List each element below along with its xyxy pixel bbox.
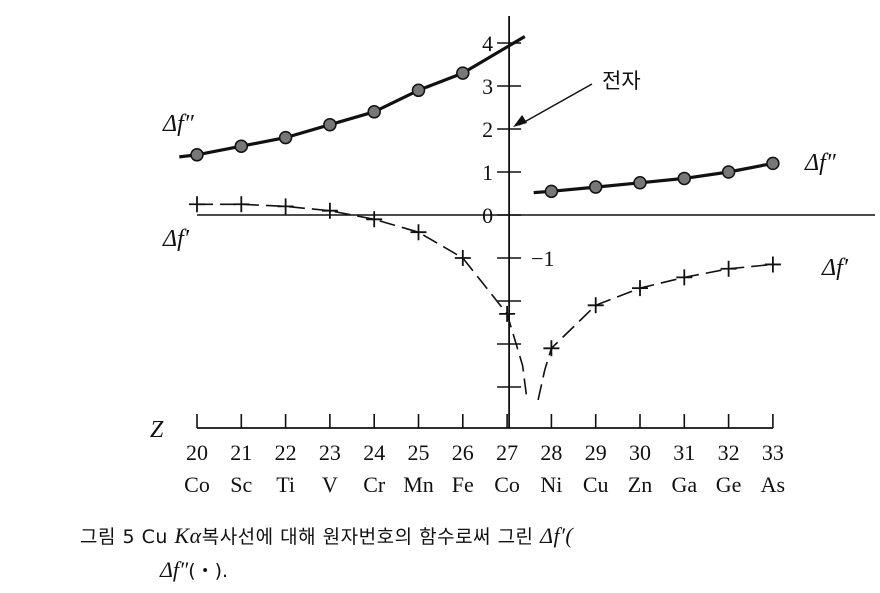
f-double-prime-curve-right (533, 161, 774, 195)
x-tick-label: 33 (762, 440, 784, 465)
figure-caption-line2: Δf″(・). (160, 556, 228, 583)
f-prime-point (189, 196, 205, 213)
f-double-prime-point (633, 176, 647, 190)
f-double-prime-label-left: Δf″ (162, 111, 195, 137)
y-tick-label: 1 (482, 160, 493, 185)
element-label: Zn (628, 472, 652, 497)
x-tick-label: 26 (452, 440, 474, 465)
x-tick-label: 21 (230, 440, 252, 465)
element-label: Cu (583, 472, 609, 497)
f-double-prime-point (544, 184, 559, 199)
y-tick-label: 0 (482, 203, 493, 228)
x-axis-label: Z (150, 417, 164, 443)
x-tick-label: 23 (319, 440, 341, 465)
element-label: Co (184, 472, 210, 497)
f-double-prime-point (721, 165, 736, 179)
f-double-prime-point (677, 171, 692, 186)
element-label: Fe (452, 472, 474, 497)
x-tick-label: 20 (186, 440, 208, 465)
caption-k-alpha: Kα (174, 523, 202, 548)
caption-delta-fdoubleprime: Δf″ (160, 557, 189, 582)
f-prime-curve-right (537, 263, 773, 401)
f-prime-point (454, 250, 471, 266)
f-double-prime-label-right: Δf″ (804, 150, 837, 176)
figure-caption: 그림 5 Cu Kα복사선에 대해 원자번호의 함수로써 그린 Δf′( (80, 522, 573, 549)
f-prime-point (676, 269, 693, 286)
x-tick-label: 24 (363, 440, 385, 465)
x-tick-label: 22 (275, 440, 297, 465)
x-tick-label: 32 (718, 440, 740, 465)
f-double-prime-point (234, 139, 249, 153)
f-double-prime-point (588, 180, 603, 194)
labels: 43210−120Co21Sc22Ti23V24Cr25Mn26Fe27Co28… (150, 31, 849, 497)
f-prime-point (410, 224, 427, 241)
f-double-prime-point (367, 105, 381, 119)
caption-text: 복사선에 대해 원자번호의 함수로써 그린 (201, 526, 541, 548)
marks (189, 66, 781, 357)
element-label: V (322, 472, 338, 497)
f-prime-point (632, 280, 648, 297)
f-prime-point (233, 196, 250, 213)
y-tick-label: 4 (482, 31, 493, 56)
y-tick-label: 3 (482, 74, 493, 99)
caption-delta-fprime: Δf′( (540, 523, 574, 548)
element-label: Ti (276, 472, 295, 497)
x-tick-label: 27 (496, 440, 518, 465)
annotation-arrow-line (518, 83, 593, 126)
f-double-prime-point (323, 117, 337, 132)
axes (196, 16, 875, 429)
x-tick-label: 28 (540, 440, 562, 465)
f-double-prime-point (456, 66, 470, 80)
annotation-text: 전자 (602, 69, 641, 93)
chart-figure: 43210−120Co21Sc22Ti23V24Cr25Mn26Fe27Co28… (150, 16, 875, 497)
f-prime-point (543, 340, 560, 357)
element-label: Sc (230, 472, 252, 497)
element-label: Cr (363, 472, 386, 497)
y-tick-label: 2 (482, 117, 493, 142)
element-label: Mn (403, 472, 434, 497)
y-tick-label: −1 (531, 246, 554, 271)
f-double-prime-point (278, 130, 293, 145)
x-tick-label: 25 (408, 440, 430, 465)
element-label: Ga (671, 472, 697, 497)
x-tick-label: 31 (673, 440, 695, 465)
element-label: As (761, 472, 785, 497)
caption-suffix: (・). (188, 560, 229, 582)
x-tick-label: 30 (629, 440, 651, 465)
f-prime-point (277, 198, 294, 215)
f-prime-point (587, 297, 604, 314)
f-double-prime-curve-left (179, 35, 526, 159)
element-label: Ge (716, 472, 742, 497)
element-label: Ni (540, 472, 562, 497)
annotation-arrow-head (513, 115, 528, 127)
f-prime-point (720, 260, 737, 277)
f-double-prime-point (190, 148, 204, 162)
f-prime-label-left: Δf′ (162, 226, 190, 252)
f-prime-curve-left (197, 203, 528, 401)
f-prime-label-right: Δf′ (821, 255, 849, 281)
caption-prefix: 그림 5 Cu (80, 526, 175, 548)
x-tick-label: 29 (585, 440, 607, 465)
f-double-prime-point (766, 156, 780, 171)
curves (179, 35, 774, 401)
f-prime-point (321, 202, 338, 219)
f-prime-point (366, 211, 383, 228)
f-prime-point (764, 256, 781, 273)
f-double-prime-point (411, 83, 426, 98)
f-prime-point (499, 305, 516, 322)
element-label: Co (494, 472, 520, 497)
